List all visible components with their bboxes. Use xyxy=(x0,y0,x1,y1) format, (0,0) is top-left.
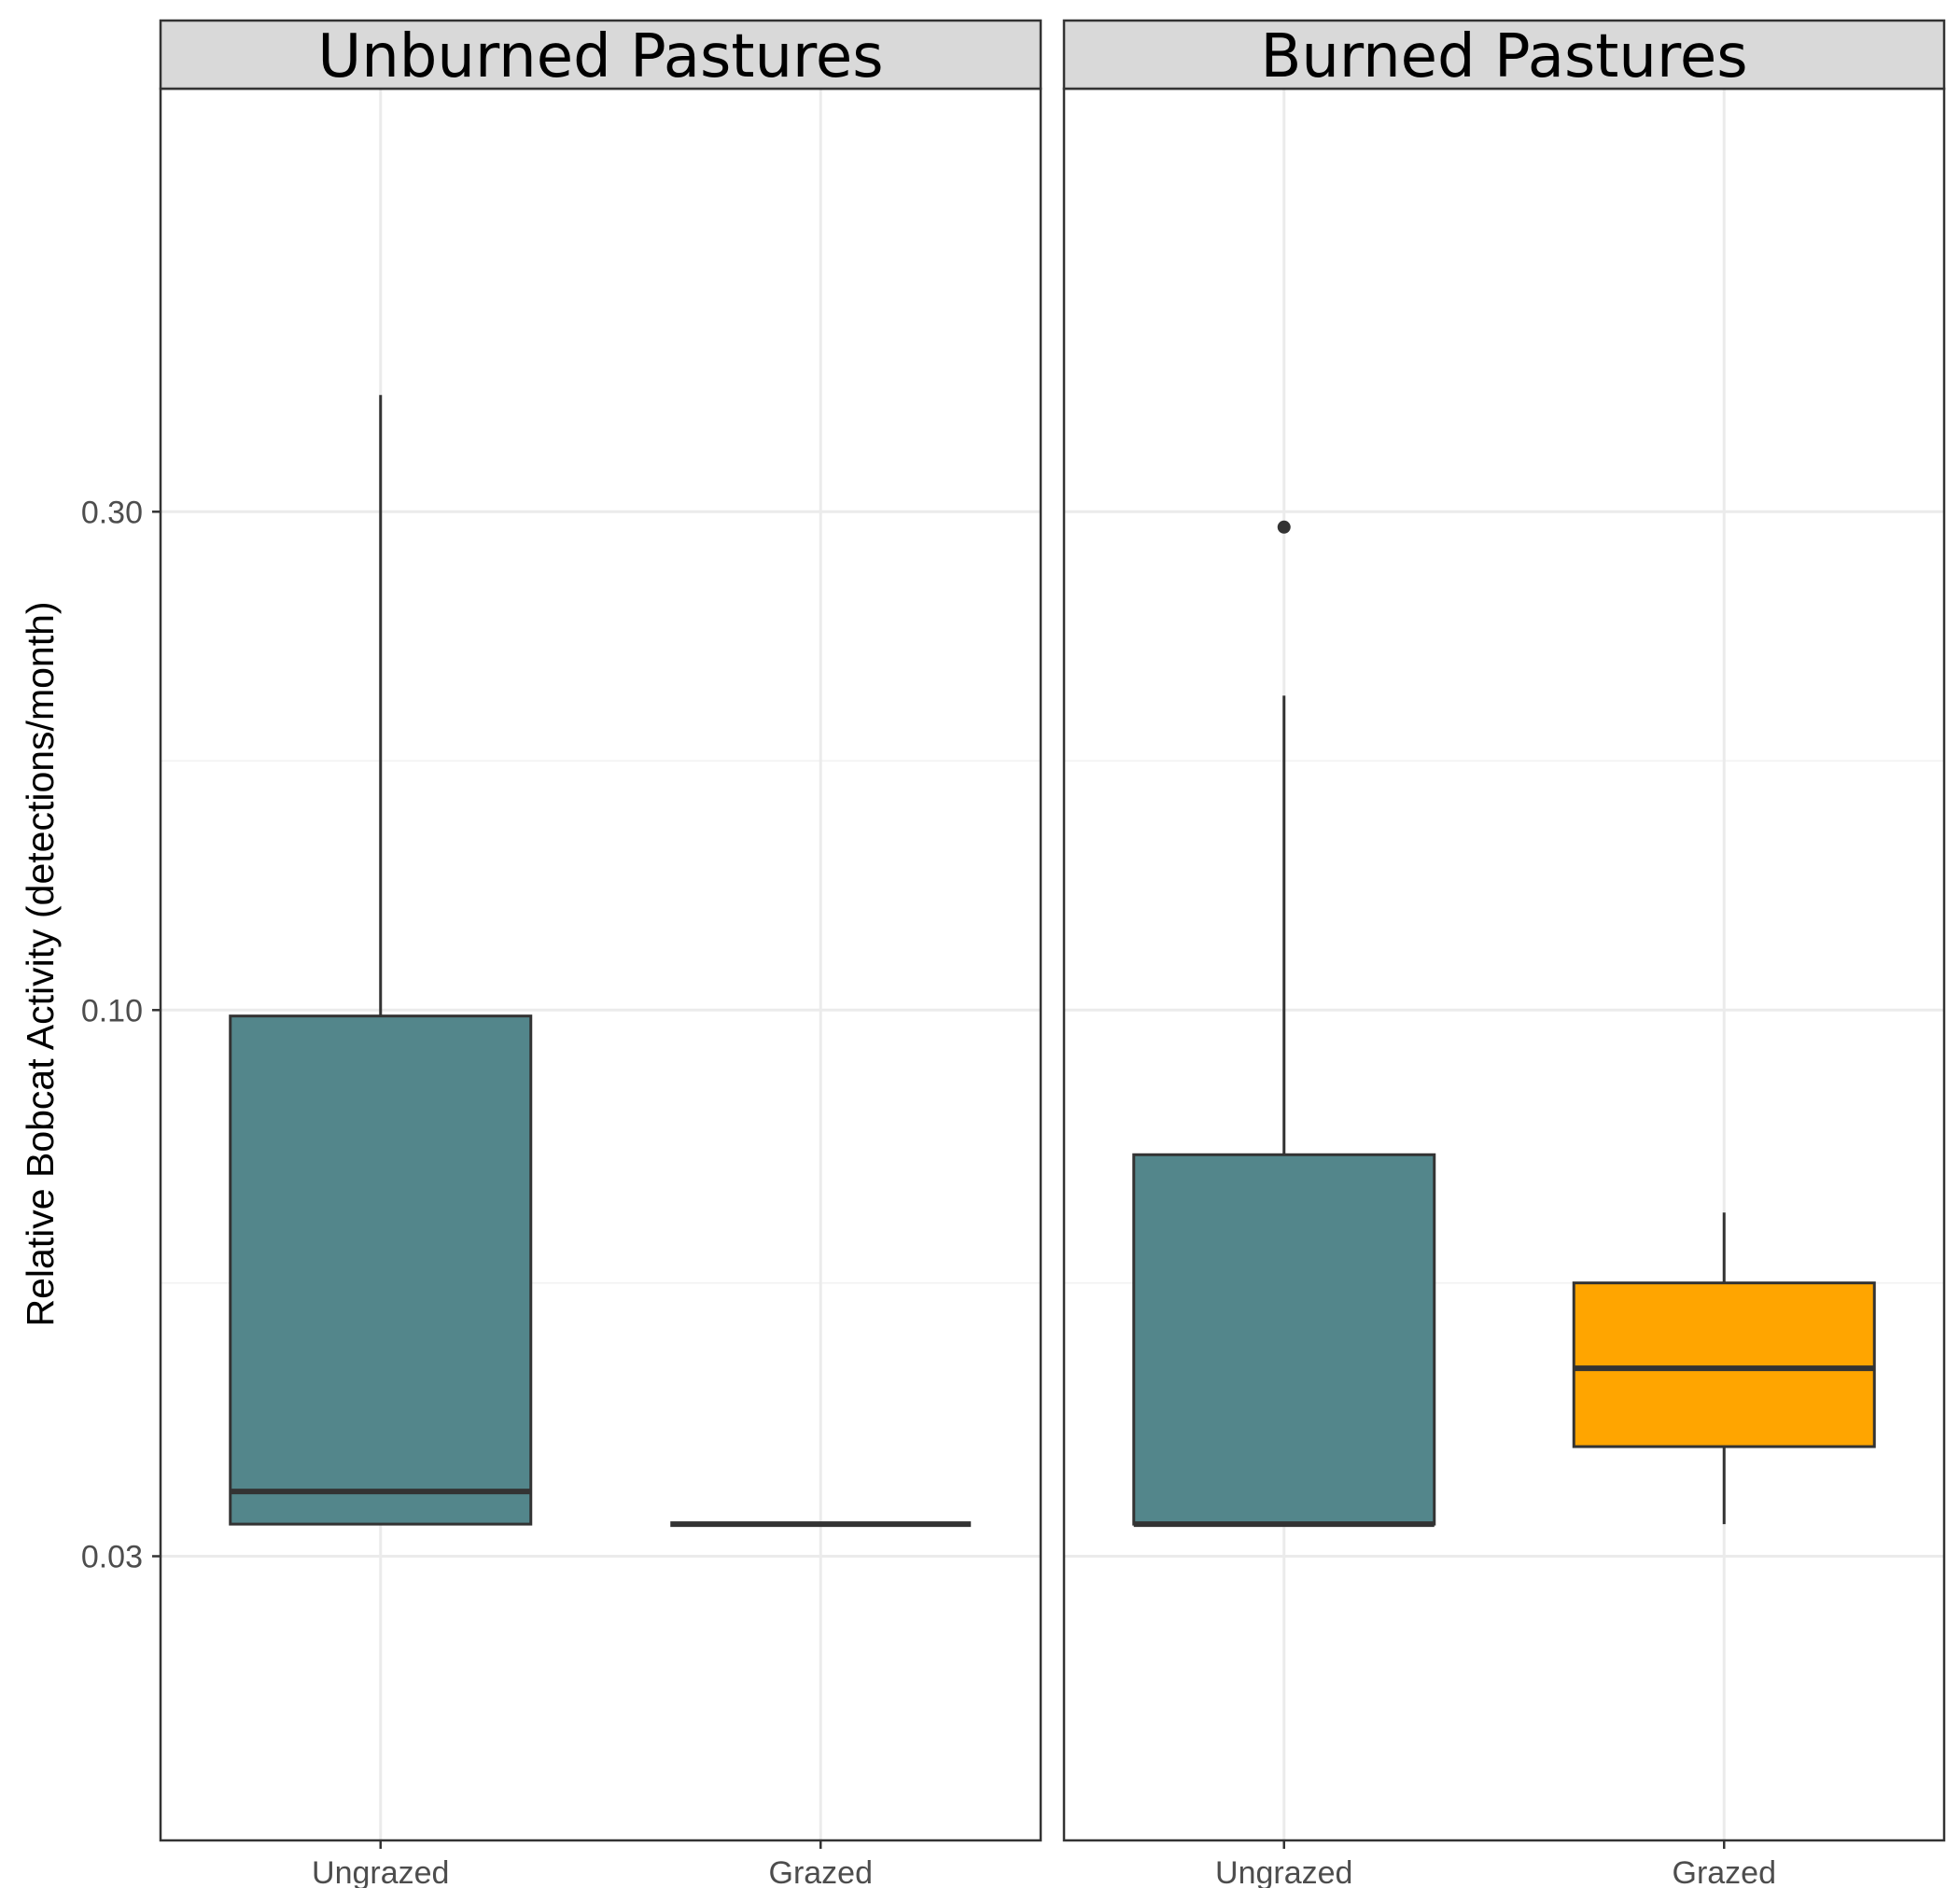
y-tick-label: 0.03 xyxy=(81,1540,143,1575)
box-ungrazed xyxy=(229,395,533,1526)
panel-burned: Burned Pastures Ungrazed Grazed xyxy=(1062,19,1946,1888)
x-tick-label: Grazed xyxy=(769,1855,874,1888)
iqr-box xyxy=(1132,1153,1436,1526)
x-axis: Ungrazed Grazed xyxy=(312,1840,873,1888)
x-axis: Ungrazed Grazed xyxy=(1215,1840,1776,1888)
facet-strip-title: Burned Pastures xyxy=(1260,22,1747,91)
outlier-point xyxy=(1277,520,1291,534)
x-tick-label: Grazed xyxy=(1673,1855,1777,1888)
iqr-box xyxy=(229,1014,533,1526)
facet-strip xyxy=(159,19,1043,91)
box-ungrazed xyxy=(1132,520,1436,1528)
y-axis-title: Relative Bobcat Activity (detections/mon… xyxy=(19,601,62,1326)
x-tick-label: Ungrazed xyxy=(1215,1855,1352,1888)
box-grazed xyxy=(1572,1212,1876,1525)
facet-strip-title: Unburned Pastures xyxy=(317,22,883,91)
panel-unburned: Unburned Pastures Ungrazed Grazed xyxy=(159,19,1043,1888)
iqr-box xyxy=(1572,1281,1876,1448)
facet-strip xyxy=(1062,19,1946,91)
x-tick-label: Ungrazed xyxy=(312,1855,449,1888)
y-tick-label: 0.10 xyxy=(81,993,143,1028)
y-tick-label: 0.30 xyxy=(81,495,143,530)
